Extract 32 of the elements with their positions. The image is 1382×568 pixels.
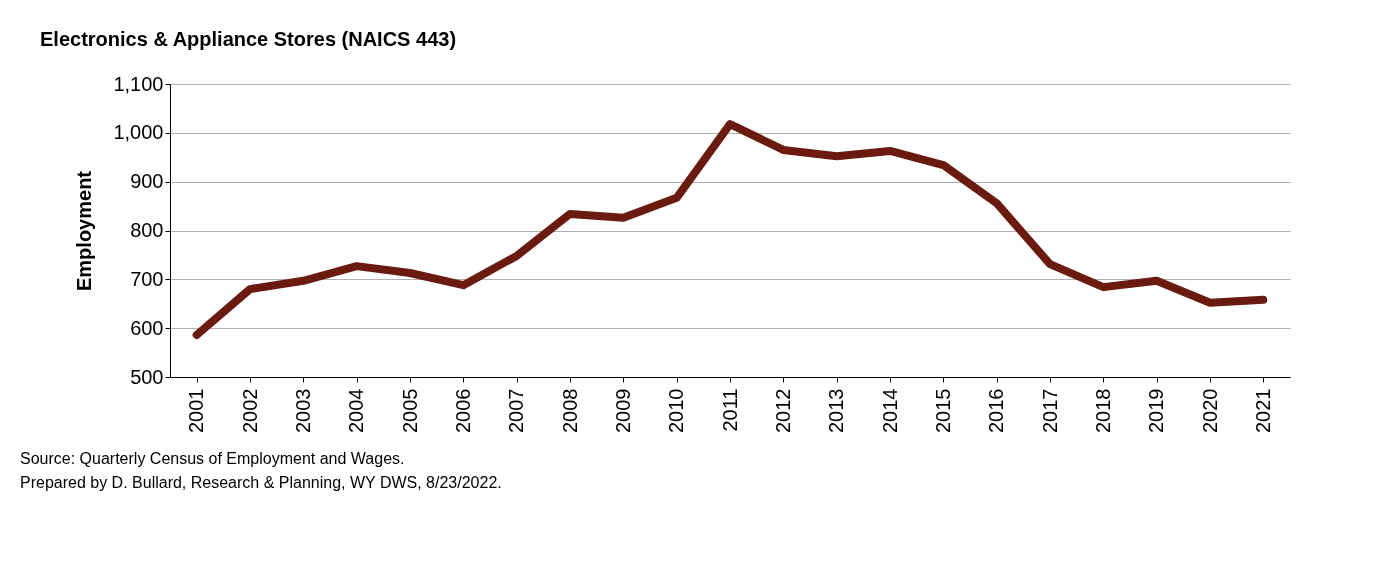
x-tick-label: 2009: [611, 388, 634, 433]
x-tick-label: 2014: [878, 388, 901, 433]
x-tick-label: 2006: [451, 388, 474, 433]
x-tick-label: 2013: [825, 388, 848, 433]
x-tick-label: 2004: [345, 388, 368, 433]
y-tick-label: 1,000: [113, 121, 164, 144]
text: Prepared by D. Bullard, Research & Planning, WY DWS, 8/23/2022.: [20, 474, 502, 491]
x-tick-label: 2015: [931, 388, 954, 433]
y-tick-label: 900: [130, 170, 164, 193]
x-tick-label: 2008: [558, 388, 581, 433]
x-tick-label: 2005: [398, 388, 421, 433]
x-tick-label: 2020: [1198, 388, 1221, 433]
x-tick-label: 2007: [505, 388, 528, 433]
chart-title: Electronics & Appliance Stores (NAICS 443): [40, 28, 457, 50]
x-tick-label: 2018: [1091, 388, 1114, 433]
y-axis-title: Employment: [73, 170, 96, 292]
x-tick-label: 2001: [185, 388, 208, 433]
x-tick-label: 2011: [718, 388, 741, 432]
source-note: Source: Quarterly Census of Employment and Wages.: [20, 450, 405, 467]
x-tick-label: 2021: [1251, 388, 1274, 433]
y-tick-label: 500: [130, 365, 164, 388]
x-tick-label: 2012: [771, 388, 794, 433]
x-tick-label: 2019: [1145, 388, 1168, 433]
x-tick-label: 2016: [985, 388, 1008, 433]
x-tick-label: 2017: [1038, 388, 1061, 433]
y-tick-label: 700: [130, 267, 164, 290]
y-tick-label: 1,100: [113, 72, 164, 95]
y-tick-label: 600: [130, 316, 164, 339]
x-tick-label: 2010: [665, 388, 688, 433]
x-tick-label: 2003: [291, 388, 314, 433]
y-tick-label: 800: [130, 219, 164, 241]
x-tick-label: 2002: [238, 388, 261, 433]
